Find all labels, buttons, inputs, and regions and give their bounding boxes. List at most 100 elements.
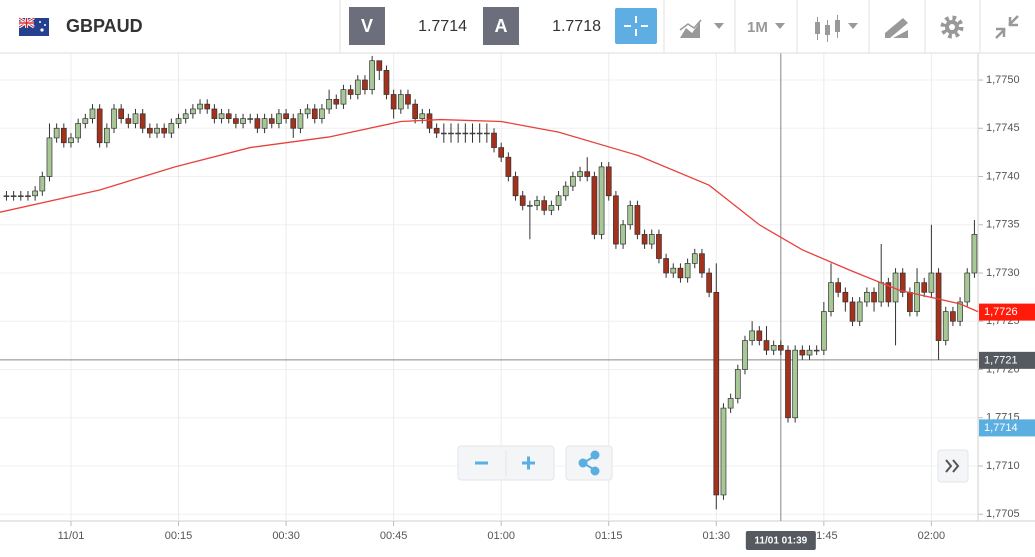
candle-body: [942, 311, 949, 341]
candle-body: [885, 282, 892, 303]
candle-body: [720, 407, 727, 496]
price-marker-label: 1,7714: [984, 422, 1018, 434]
candle-body: [598, 166, 605, 235]
candle-body: [677, 267, 684, 279]
candle-body: [75, 123, 82, 139]
candle-body: [799, 349, 806, 356]
candle-body: [433, 127, 440, 134]
candle-body: [491, 132, 497, 148]
candle-body: [699, 253, 705, 274]
candle-body: [139, 113, 146, 129]
candle-body: [555, 195, 562, 206]
candle-body: [283, 113, 289, 119]
candle-body: [684, 263, 691, 279]
candle-body: [483, 132, 490, 135]
candle-body: [362, 79, 368, 91]
candle-body: [17, 195, 24, 197]
candle-body: [935, 272, 942, 341]
candle-body: [168, 123, 175, 134]
candle-body: [376, 60, 383, 71]
candle-body: [534, 200, 540, 206]
candle-body: [656, 234, 662, 259]
candle-body: [928, 272, 935, 293]
candle-body: [89, 108, 96, 119]
candle-body: [813, 349, 820, 352]
candle-body: [591, 176, 598, 235]
candle-body: [713, 291, 720, 496]
candle-body: [691, 253, 698, 264]
y-tick-label: 1,7710: [986, 460, 1020, 472]
candle-body: [333, 98, 340, 105]
candle-body: [577, 171, 583, 177]
candle-body: [111, 108, 117, 129]
candle-body: [828, 282, 834, 312]
candle-body: [742, 340, 748, 370]
chart-type-button[interactable]: [679, 19, 724, 38]
candle-body: [397, 94, 404, 110]
candle-body: [634, 205, 641, 235]
candle-body: [426, 113, 433, 129]
candle-body: [971, 234, 978, 274]
candle-body: [247, 118, 254, 120]
x-tick-label: 02:00: [918, 530, 946, 542]
bid-button[interactable]: [349, 7, 385, 45]
x-tick-label: 00:30: [272, 530, 300, 542]
y-tick-label: 1,7750: [986, 74, 1020, 86]
symbol: GBPAUD: [66, 16, 143, 36]
candle-body: [268, 118, 275, 124]
candle-body: [541, 200, 548, 211]
x-tick-label: 01:00: [487, 530, 515, 542]
candle-body: [311, 108, 318, 119]
y-tick-label: 1,7705: [986, 508, 1020, 520]
candle-body: [68, 137, 74, 144]
candle-body: [53, 127, 60, 139]
candle-body: [519, 195, 526, 206]
candle-body: [218, 113, 225, 119]
candle-body: [25, 195, 31, 197]
candle-body: [770, 345, 777, 351]
candle-body: [225, 113, 232, 119]
draw-tools-button[interactable]: [885, 18, 908, 38]
candle-body: [290, 118, 297, 129]
candle-body: [950, 311, 956, 322]
candle-body: [82, 118, 89, 124]
y-tick-label: 1,7730: [986, 267, 1020, 279]
candle-body: [505, 156, 512, 177]
scroll-to-end-button[interactable]: [945, 459, 960, 473]
candle-body: [964, 272, 971, 303]
candle-body: [756, 330, 763, 341]
candle-body: [548, 205, 555, 211]
zoom-in-button[interactable]: [522, 456, 535, 470]
timeframe-button[interactable]: 1M: [747, 19, 768, 36]
y-tick-label: 1,7745: [986, 122, 1020, 134]
zoom-controls: [457, 445, 969, 483]
candle-body: [792, 349, 799, 419]
candle-body: [103, 127, 110, 144]
candle-body: [233, 118, 239, 124]
candle-body: [197, 103, 203, 110]
candle-body: [613, 195, 619, 245]
candle-body: [132, 113, 139, 124]
x-tick-label: 01:45: [810, 530, 838, 542]
ask-label: A: [495, 16, 508, 36]
candle-body: [3, 195, 10, 197]
candle-body: [383, 70, 390, 95]
flag: [18, 16, 49, 36]
share-button[interactable]: [578, 450, 600, 476]
candle-body: [907, 291, 913, 312]
candle-body: [118, 108, 125, 119]
candle-body: [161, 127, 168, 134]
candle-body: [455, 132, 462, 135]
collapse-button[interactable]: [995, 15, 1019, 39]
candle-type-button[interactable]: [815, 15, 858, 42]
settings-button[interactable]: [940, 15, 964, 39]
price-marker: [979, 303, 1035, 321]
candle-body: [727, 398, 734, 409]
x-tick-label: 01:15: [595, 530, 623, 542]
ask-button[interactable]: [483, 7, 519, 45]
candle-body: [570, 176, 576, 187]
crosshair-button[interactable]: [615, 8, 657, 44]
candle-body: [921, 282, 928, 293]
candle-body: [182, 113, 189, 119]
